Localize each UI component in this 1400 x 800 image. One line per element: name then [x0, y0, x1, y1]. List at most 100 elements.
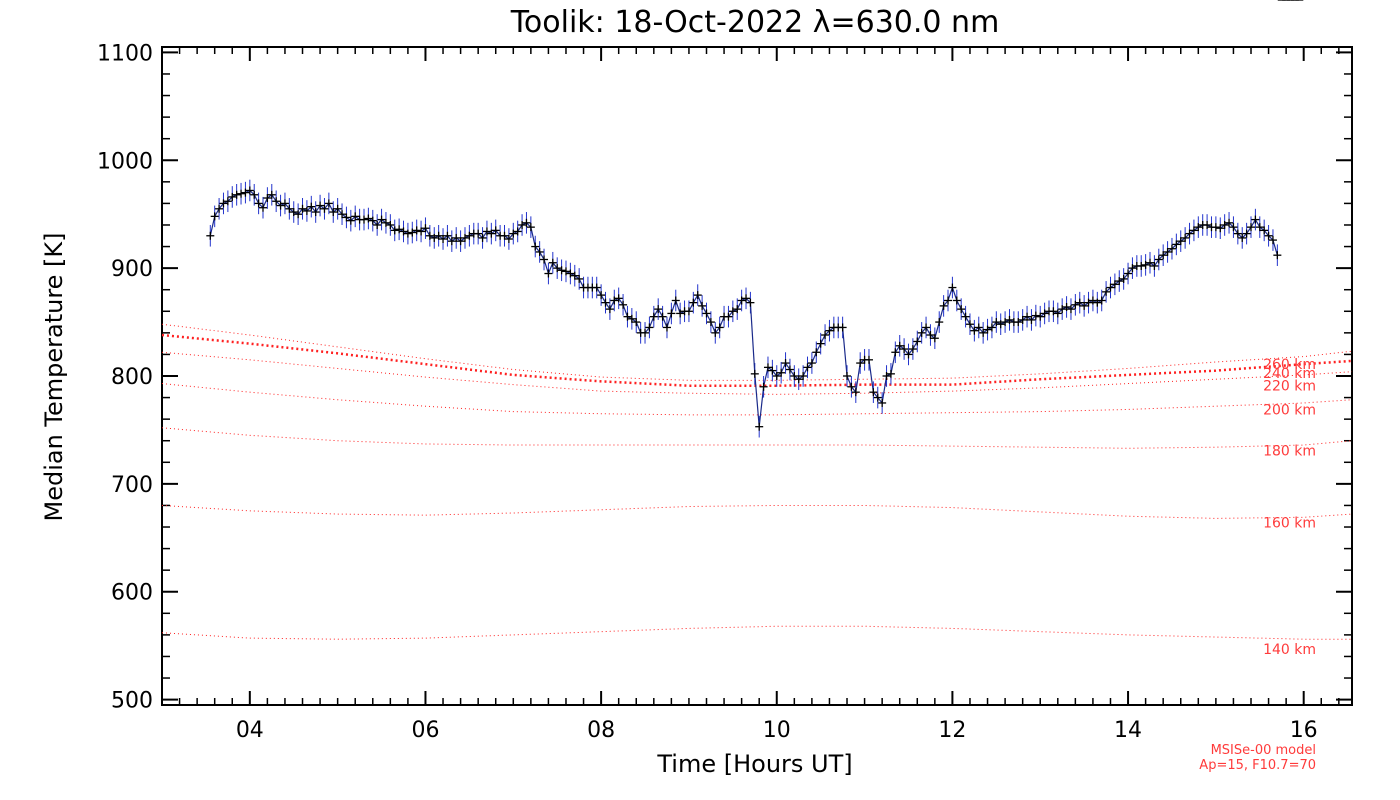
data-point [412, 226, 421, 235]
data-point [904, 350, 913, 359]
data-point [254, 199, 263, 208]
data-point [1181, 233, 1190, 242]
data-point [302, 206, 311, 215]
data-point [333, 204, 342, 213]
data-point [1001, 318, 1010, 327]
data-point [965, 320, 974, 329]
data-point [930, 334, 939, 343]
data-point [245, 186, 254, 195]
data-point [913, 337, 922, 346]
x-tick-label: 14 [1114, 718, 1142, 743]
data-point [465, 231, 474, 240]
y-tick-label: 1000 [97, 149, 153, 174]
data-point [592, 283, 601, 292]
data-point [219, 199, 228, 208]
model-curve [161, 323, 1353, 381]
plot-frame [161, 46, 1353, 706]
measured-markers [206, 0, 1304, 431]
data-point [689, 298, 698, 307]
data-point [917, 328, 926, 337]
model-curve [161, 427, 1353, 449]
plot-axes: 04 06 08 10 12 14 16 500 600 700 800 900 1000 1100 [97, 41, 1353, 743]
data-point [1110, 280, 1119, 289]
data-point [641, 328, 650, 337]
data-point [482, 227, 491, 236]
y-tick-label: 1100 [97, 41, 153, 66]
data-point [1251, 215, 1260, 224]
data-point [1189, 226, 1198, 235]
data-point [237, 189, 246, 198]
data-point [478, 233, 487, 242]
data-point [1084, 298, 1093, 307]
data-point [821, 331, 830, 340]
x-tick-label: 04 [236, 718, 264, 743]
data-point [272, 197, 281, 206]
data-point [1260, 226, 1269, 235]
data-point [1071, 300, 1080, 309]
data-point [1229, 223, 1238, 232]
data-point [298, 204, 307, 213]
data-point [241, 188, 250, 197]
model-curve-label: 140 km [1263, 642, 1316, 658]
data-point [1185, 229, 1194, 238]
data-point [886, 369, 895, 378]
data-point [1088, 296, 1097, 305]
data-point [768, 366, 777, 375]
data-point [210, 212, 219, 221]
data-point [1115, 277, 1124, 286]
data-point [882, 372, 891, 380]
data-point [693, 291, 702, 300]
data-point [1176, 237, 1185, 246]
data-point [746, 298, 755, 307]
data-point [294, 210, 303, 219]
data-point [922, 323, 931, 332]
data-point [619, 300, 628, 309]
model-curve-label: 180 km [1263, 443, 1316, 459]
data-point [1154, 255, 1163, 264]
data-point [1150, 261, 1159, 270]
data-point [373, 220, 382, 229]
data-point [1036, 312, 1045, 321]
data-point [724, 312, 733, 321]
data-point [961, 312, 970, 321]
data-point [280, 199, 289, 208]
data-point [456, 237, 465, 246]
data-point [351, 212, 360, 221]
data-point [276, 201, 285, 210]
data-point [1119, 274, 1128, 283]
data-point [381, 218, 390, 227]
data-point [548, 258, 557, 267]
data-point [1264, 231, 1273, 240]
data-point [755, 422, 764, 431]
data-point [1233, 229, 1242, 238]
data-point [627, 314, 636, 323]
data-point [597, 291, 606, 300]
data-point [1137, 261, 1146, 270]
x-tick-label: 12 [938, 718, 966, 743]
data-point [610, 296, 619, 305]
data-point [715, 323, 724, 332]
data-point [1040, 309, 1049, 318]
data-point [759, 382, 768, 391]
x-tick-label: 10 [763, 718, 791, 743]
data-point [1220, 220, 1229, 229]
data-point [386, 220, 395, 229]
data-point [1027, 315, 1036, 324]
data-point [561, 267, 570, 276]
data-point [1049, 307, 1058, 316]
data-point [425, 231, 434, 240]
data-point [658, 312, 667, 321]
data-point [711, 328, 720, 337]
data-point [1238, 233, 1247, 242]
data-point [535, 247, 544, 256]
data-point [869, 388, 878, 397]
y-axis-label: Median Temperature [K] [40, 232, 68, 521]
data-point [263, 194, 272, 203]
model-curve [161, 504, 1353, 519]
data-point [1053, 309, 1062, 318]
x-tick-label: 16 [1290, 718, 1318, 743]
data-point [900, 345, 909, 354]
model-curve-label: 260 km [1263, 357, 1316, 373]
data-point [346, 216, 355, 225]
